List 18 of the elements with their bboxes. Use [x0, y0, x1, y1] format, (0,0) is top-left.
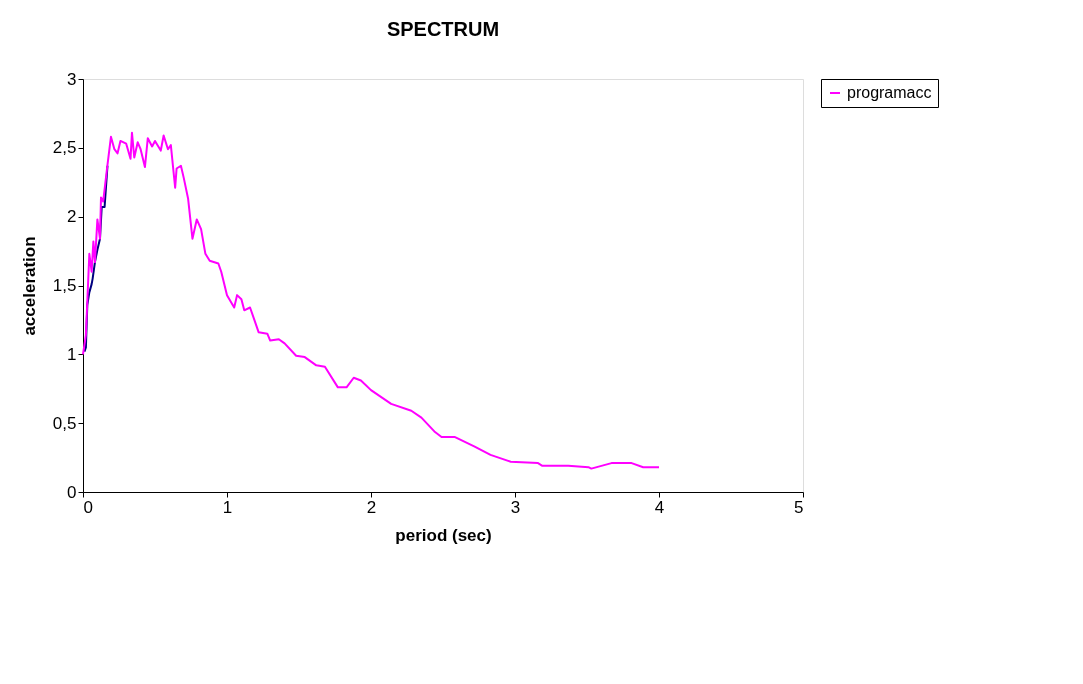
y-tick-label: 3 [67, 69, 77, 89]
y-tick-label: 2,5 [52, 138, 77, 158]
chart-title: SPECTRUM [386, 18, 500, 40]
y-tick-label: 2 [67, 207, 77, 227]
line-series [82, 131, 660, 470]
x-tick-label: 1 [222, 497, 233, 517]
x-tick-label: 2 [366, 497, 377, 517]
x-tick-label: 4 [654, 497, 665, 517]
y-axis-title: acceleration [19, 236, 39, 336]
x-tick-label: 5 [794, 497, 804, 517]
x-tick-label: 0 [83, 497, 93, 517]
y-tick-label: 0,5 [52, 413, 77, 433]
x-axis-title: period (sec) [395, 525, 492, 545]
x-tick-label: 3 [510, 497, 521, 517]
y-tick-label: 1,5 [52, 276, 77, 295]
y-tick-label: 1 [67, 344, 77, 364]
y-tick-label: 0 [67, 482, 77, 502]
legend-label: programacc [847, 84, 932, 101]
